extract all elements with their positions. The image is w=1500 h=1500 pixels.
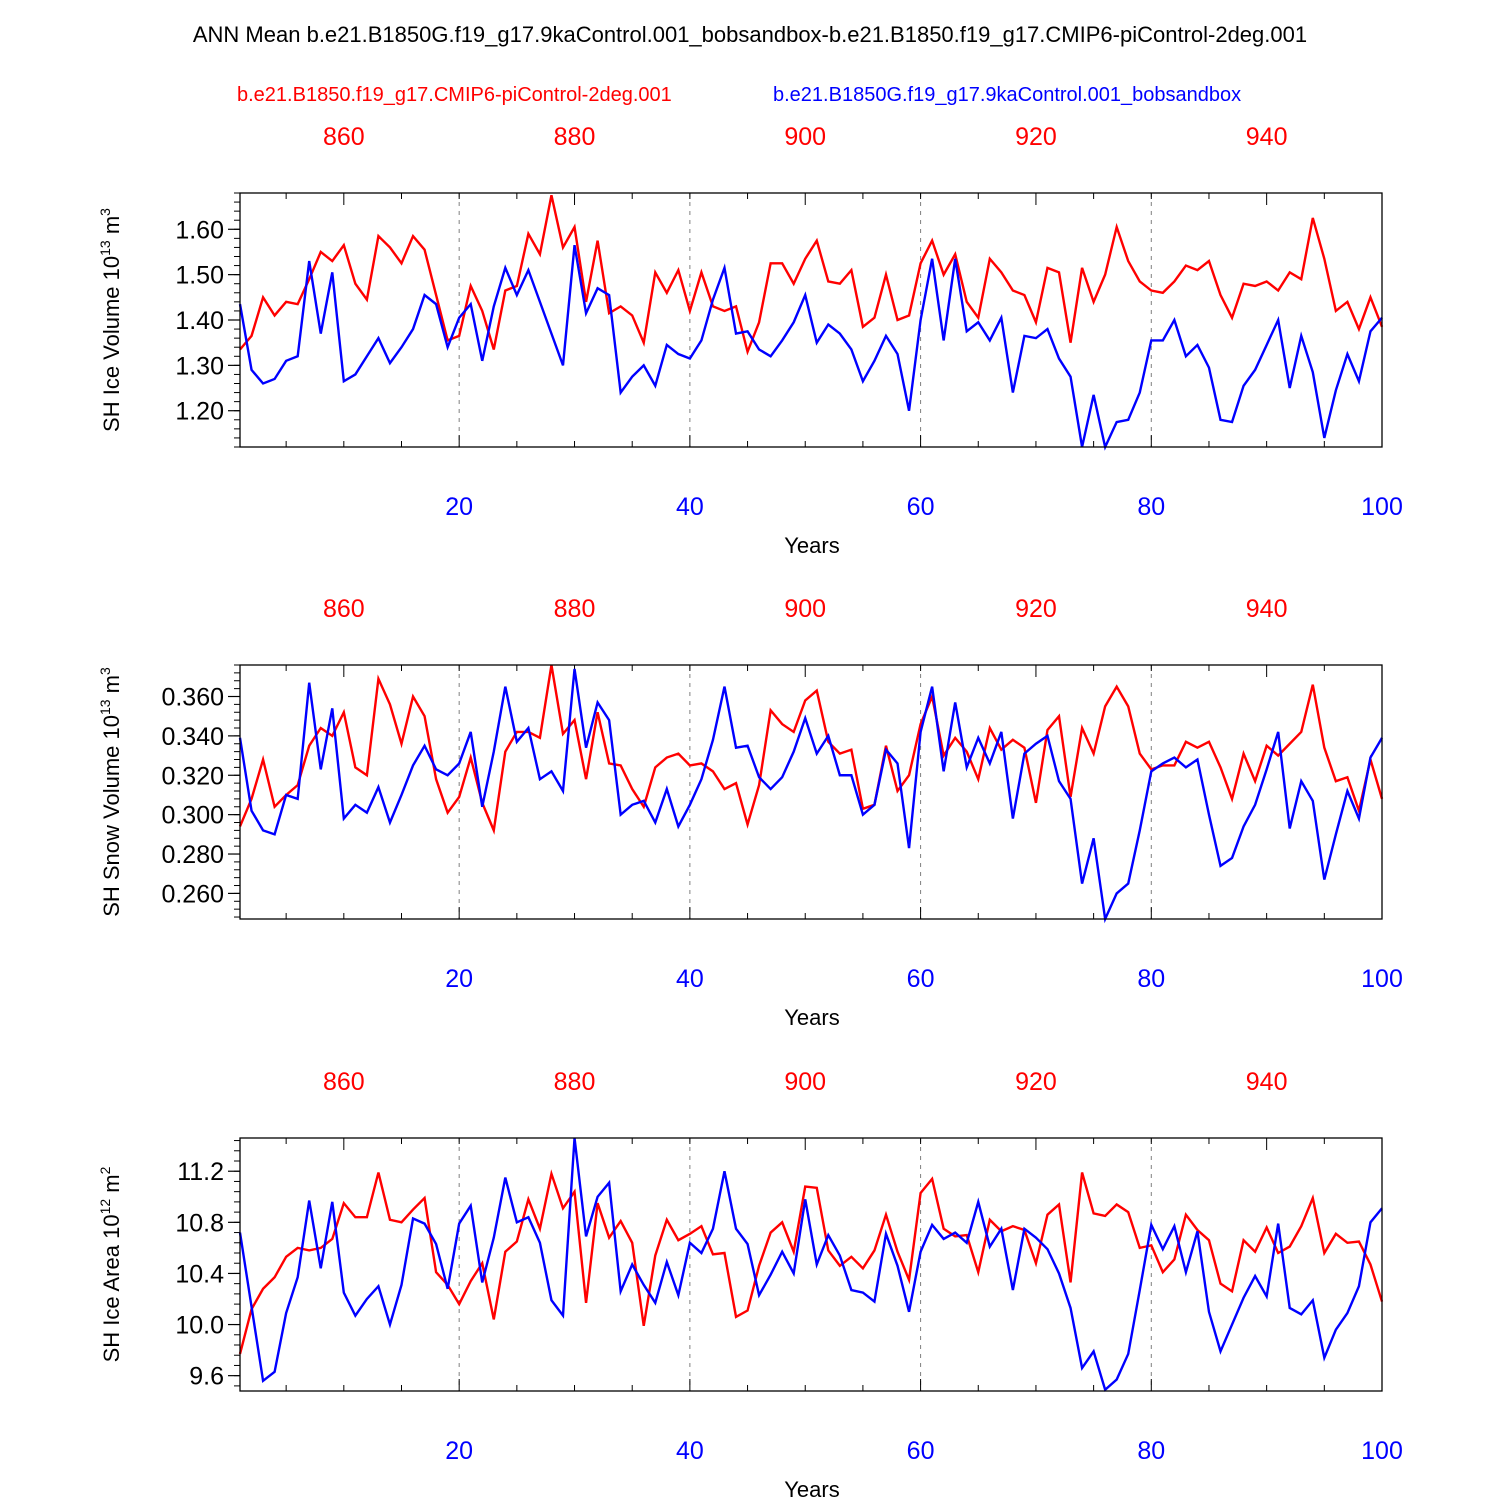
series-line-red (239, 195, 1384, 356)
series-line-blue (238, 244, 1383, 451)
x-tick-label: 100 (1361, 493, 1403, 521)
y-tick-label: 10.0 (175, 1312, 224, 1340)
y-axis-label: SH Ice Area 1012 m2 (97, 1166, 124, 1362)
top-tick-label: 860 (323, 1068, 365, 1096)
y-tick-label: 10.4 (175, 1260, 224, 1288)
x-axis-label: Years (784, 1477, 839, 1500)
y-tick-label: 1.40 (175, 307, 224, 335)
chart-panel-3: 9.6 10.0 10.4 10.8 11.2 20 40 60 80 100 860 880 900 9… (97, 1068, 1403, 1500)
legend-red-label: b.e21.B1850.f19_g17.CMIP6-piControl-2deg… (237, 84, 672, 106)
plot-frame (239, 192, 1383, 448)
series-line-red (238, 1169, 1384, 1355)
x-tick-label: 80 (1137, 965, 1165, 993)
y-tick-label: 0.300 (161, 802, 224, 830)
top-tick-label: 940 (1246, 123, 1288, 151)
top-tick-label: 920 (1015, 595, 1057, 623)
x-tick-label: 100 (1361, 1437, 1403, 1465)
x-tick-label: 60 (907, 1437, 935, 1465)
top-tick-label: 940 (1246, 1068, 1288, 1096)
x-axis-label: Years (784, 533, 839, 558)
top-tick-label: 860 (323, 123, 365, 151)
plot-frame (239, 1137, 1383, 1392)
series-line-blue (238, 668, 1384, 924)
x-tick-label: 40 (676, 493, 704, 521)
chart-panels: 1.20 1.30 1.40 1.50 1.60 20 40 60 80 100 860 880 900… (97, 123, 1403, 1500)
top-tick-label: 900 (784, 1068, 826, 1096)
x-tick-label: 60 (907, 965, 935, 993)
y-tick-label: 1.50 (175, 262, 224, 290)
legend-blue-label: b.e21.B1850G.f19_g17.9kaControl.001_bobs… (773, 84, 1241, 106)
x-tick-label: 20 (445, 965, 473, 993)
top-tick-label: 880 (554, 595, 596, 623)
top-tick-label: 940 (1246, 595, 1288, 623)
x-tick-label: 60 (907, 493, 935, 521)
y-tick-label: 1.60 (175, 216, 224, 244)
y-tick-label: 10.8 (175, 1209, 224, 1237)
top-tick-label: 900 (784, 595, 826, 623)
series-line-red (238, 664, 1384, 835)
x-tick-label: 40 (676, 1437, 704, 1465)
y-tick-label: 0.360 (161, 684, 224, 712)
x-tick-label: 20 (445, 1437, 473, 1465)
y-axis-label: SH Ice Volume 1013 m3 (97, 208, 124, 432)
figure-title: ANN Mean b.e21.B1850G.f19_g17.9kaControl… (193, 22, 1307, 47)
top-tick-label: 920 (1015, 1068, 1057, 1096)
x-tick-label: 80 (1137, 493, 1165, 521)
x-axis-label: Years (784, 1005, 839, 1030)
y-tick-label: 0.320 (161, 762, 224, 790)
series-line-blue (238, 1137, 1383, 1392)
x-tick-label: 100 (1361, 965, 1403, 993)
y-tick-label: 9.6 (189, 1363, 224, 1391)
y-tick-label: 1.20 (175, 398, 224, 426)
plot-frame (239, 664, 1383, 920)
top-tick-label: 900 (784, 123, 826, 151)
y-tick-label: 0.340 (161, 723, 224, 751)
top-tick-label: 880 (554, 123, 596, 151)
top-tick-label: 880 (554, 1068, 596, 1096)
y-tick-label: 0.280 (161, 841, 224, 869)
y-tick-label: 1.30 (175, 352, 224, 380)
x-tick-label: 80 (1137, 1437, 1165, 1465)
y-tick-label: 11.2 (177, 1158, 224, 1186)
chart-panel-2: 0.260 0.280 0.300 0.320 0.340 0.360 20 40 60 80 10… (97, 595, 1403, 1030)
x-tick-label: 20 (445, 493, 473, 521)
top-tick-label: 860 (323, 595, 365, 623)
y-axis-label: SH Snow Volume 1013 m3 (97, 667, 124, 917)
y-tick-label: 0.260 (161, 880, 224, 908)
top-tick-label: 920 (1015, 123, 1057, 151)
x-tick-label: 40 (676, 965, 704, 993)
chart-panel-1: 1.20 1.30 1.40 1.50 1.60 20 40 60 80 100 860 880 900… (97, 123, 1403, 558)
